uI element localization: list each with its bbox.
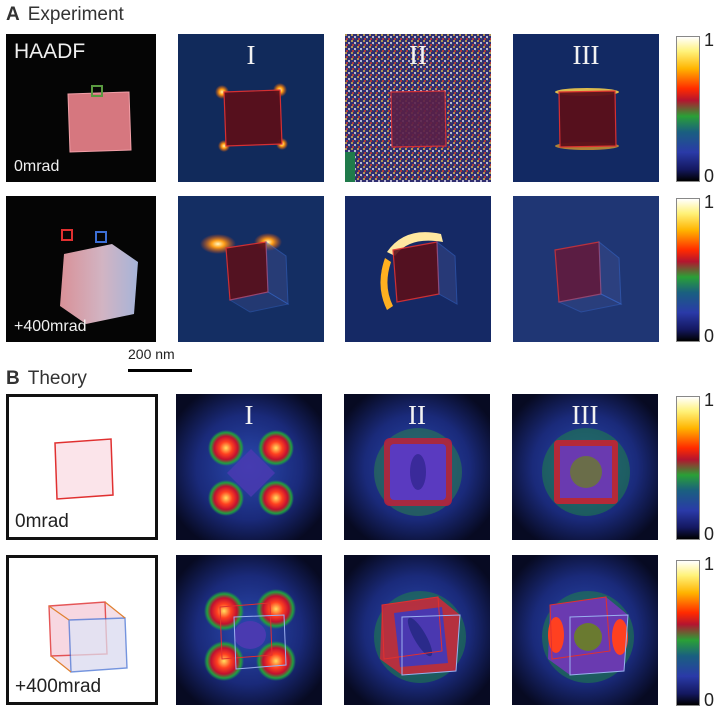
exp-map-image <box>178 34 324 182</box>
theory-map-III-0mrad: III <box>512 394 658 540</box>
theory-map-II-0mrad: II <box>344 394 490 540</box>
theory-column-label-III: III <box>571 400 599 430</box>
exp-map-image <box>345 34 491 182</box>
column-label-III: III <box>572 40 600 70</box>
colorbar-min-label: 0 <box>704 326 715 346</box>
section-b-letter: B <box>6 368 20 389</box>
theory-map-I-0mrad: I <box>176 394 322 540</box>
section-a-label: A Experiment <box>6 4 124 26</box>
theory-model-400mrad: +400mrad <box>6 555 158 705</box>
colorbar-max-label: 1 <box>704 192 715 212</box>
theory-angle-0mrad: 0mrad <box>15 511 69 532</box>
theory-column-label-I: I <box>244 400 254 430</box>
haadf-panel-400mrad: +400mrad <box>6 196 156 342</box>
colorbar-max-label: 1 <box>704 390 715 410</box>
theory-model-0mrad: 0mrad <box>6 394 158 540</box>
colorbar-exp-row2 <box>676 198 700 342</box>
exp-map-image <box>513 196 659 342</box>
theory-map-III-400mrad <box>512 555 658 705</box>
exp-map-II-0mrad: II <box>345 34 491 182</box>
exp-map-II-400mrad <box>345 196 491 342</box>
exp-map-image <box>513 34 659 182</box>
colorbar-max-label: 1 <box>704 30 715 50</box>
haadf-panel-0mrad: HAADF 0mrad <box>6 34 156 182</box>
theory-map-image <box>344 394 490 540</box>
colorbar-min-label: 0 <box>704 524 715 544</box>
theory-map-I-400mrad <box>176 555 322 705</box>
theory-map-image <box>176 555 322 705</box>
scale-bar <box>128 369 192 372</box>
theory-cube-drawing <box>48 601 128 673</box>
colorbar-theory-row2 <box>676 560 700 706</box>
exp-map-I-400mrad <box>178 196 324 342</box>
angle-label-0mrad: 0mrad <box>14 158 60 175</box>
scale-bar-label: 200 nm <box>128 346 175 362</box>
colorbar-max-label: 1 <box>704 554 715 574</box>
colorbar-theory-row1 <box>676 396 700 540</box>
theory-map-image <box>344 555 490 705</box>
exp-map-image <box>178 196 324 342</box>
haadf-image-0mrad <box>6 34 156 182</box>
exp-map-III-0mrad: III <box>513 34 659 182</box>
colorbar-exp-row1 <box>676 36 700 182</box>
column-label-II: II <box>409 40 427 70</box>
exp-map-I-0mrad: I <box>178 34 324 182</box>
theory-map-image <box>512 555 658 705</box>
exp-map-III-400mrad <box>513 196 659 342</box>
theory-map-II-400mrad <box>344 555 490 705</box>
section-b-title: Theory <box>27 368 87 389</box>
section-b-label: B Theory <box>6 368 87 390</box>
section-a-letter: A <box>6 4 20 25</box>
theory-column-label-II: II <box>408 400 426 430</box>
haadf-image-400mrad <box>6 196 156 342</box>
exp-map-image <box>345 196 491 342</box>
haadf-label: HAADF <box>14 40 86 63</box>
colorbar-min-label: 0 <box>704 166 715 186</box>
section-a-title: Experiment <box>27 4 124 25</box>
theory-map-image <box>512 394 658 540</box>
theory-map-image <box>176 394 322 540</box>
theory-cube-drawing <box>54 438 114 500</box>
column-label-I: I <box>246 40 256 70</box>
theory-angle-400mrad: +400mrad <box>15 676 102 697</box>
angle-label-400mrad: +400mrad <box>14 318 87 335</box>
colorbar-min-label: 0 <box>704 690 715 710</box>
